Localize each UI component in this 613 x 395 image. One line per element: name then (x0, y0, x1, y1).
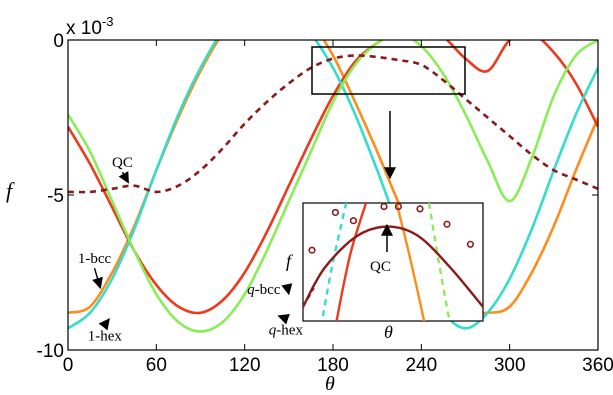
annotation-arrow (118, 171, 129, 184)
inset-data-point (466, 240, 475, 248)
annotations: QC 1-bcc 1-hex q-bcc q-hex (78, 155, 304, 345)
x-tick-label: 0 (63, 355, 74, 376)
series-layer (68, 40, 598, 333)
y-axis-label: f (6, 178, 15, 203)
inset-data-point (416, 205, 424, 213)
annotation-label-1-bcc: 1-bcc (78, 251, 112, 267)
axis-ticks: 0 60 120 180 240 300 360 0 -5 -10 (37, 31, 613, 376)
annotation-label-q-hex: q-hex (269, 323, 304, 339)
inset-data-point (308, 246, 316, 254)
inset-data-point (380, 203, 388, 211)
inset-y-label: f (286, 251, 294, 271)
inset-curve-1-bcc (395, 203, 426, 321)
x-tick-label: 360 (582, 355, 613, 376)
series-line-1-hex (68, 40, 598, 330)
inset-curve-1-hex (320, 203, 348, 321)
series-line-q-hex (68, 40, 598, 333)
y-axis-multiplier: x 10-3 (66, 14, 113, 39)
inset-qc-label: QC (370, 259, 391, 275)
y-tick-label: 0 (53, 31, 64, 52)
series-line-q-bcc (68, 40, 598, 315)
annotation-arrow (277, 313, 290, 325)
inset-data-point (394, 203, 402, 211)
x-tick-label: 240 (405, 355, 437, 376)
annotation-arrow (281, 283, 293, 296)
x-axis-label: θ (325, 373, 335, 395)
x-tick-label: 300 (494, 355, 526, 376)
annotation-label-1-hex: 1-hex (88, 329, 123, 345)
inset-data-point (443, 220, 451, 228)
inset-data-point (349, 217, 358, 225)
inset-x-label: θ (384, 322, 393, 342)
inset-curve-qc-dashed (303, 287, 315, 308)
annotation-arrow (92, 268, 103, 290)
zoom-inset: θ f QC (286, 202, 484, 342)
series-line-qc (68, 54, 598, 194)
y-tick-label: -10 (37, 341, 64, 362)
annotation-arrow (98, 318, 110, 331)
inset-curve-q-bcc (335, 203, 368, 321)
annotation-label-qc: QC (112, 155, 133, 171)
x-tick-label: 180 (317, 355, 349, 376)
y-tick-label: -5 (47, 186, 64, 207)
inset-curve-q-hex (427, 203, 451, 321)
x-tick-label: 120 (229, 355, 261, 376)
inset-data-point (331, 208, 340, 217)
annotation-label-q-bcc: q-bcc (247, 282, 281, 298)
zoom-region-box (311, 46, 466, 95)
x-tick-label: 60 (146, 355, 167, 376)
